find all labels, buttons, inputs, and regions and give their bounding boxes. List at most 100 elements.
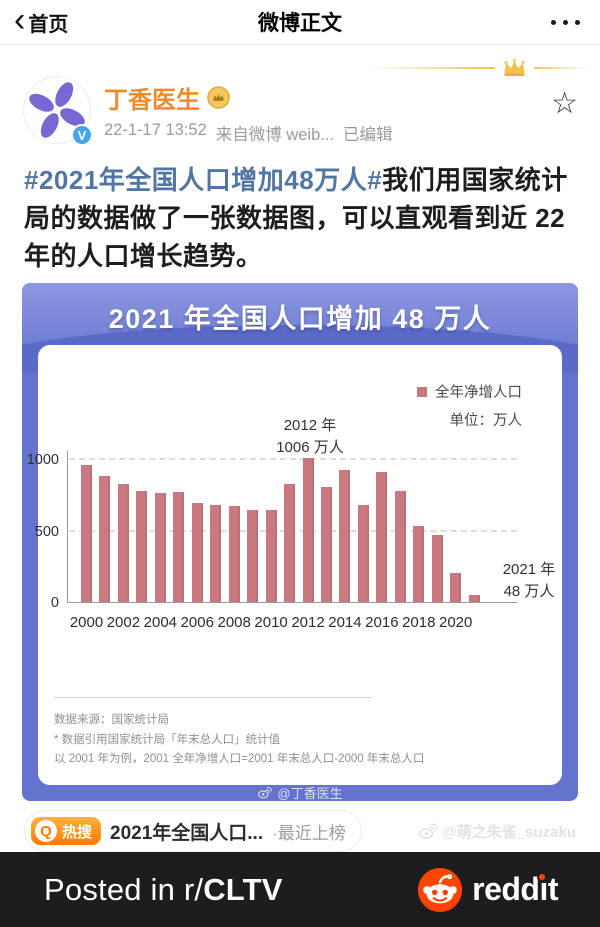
hot-search-row: Q 热搜 2021年全国人口... ·最近上榜 @萌之朱雀_suzaku: [24, 810, 576, 852]
bar-2002: [117, 483, 129, 602]
author-name[interactable]: 丁香医生: [104, 87, 200, 114]
user-watermark-text: @萌之朱雀_suzaku: [442, 823, 576, 841]
legend-swatch: [417, 386, 427, 397]
chart-watermark-text: @丁香医生: [277, 786, 343, 801]
favorite-star-button[interactable]: ☆: [551, 87, 578, 120]
x-tick-2000: 2000: [69, 614, 104, 631]
hot-search-badge: Q 热搜: [31, 817, 102, 845]
post-edited-flag: 已编辑: [343, 126, 393, 144]
bar-2007: [210, 504, 222, 602]
x-tick-2016: 2016: [365, 614, 399, 631]
chart-watermark: @丁香医生: [22, 785, 578, 801]
hot-search-pill[interactable]: Q 热搜 2021年全国人口... ·最近上榜: [24, 810, 362, 852]
chart-card: 全年净增人口 单位：万人 2012 年 1006 万人 2021 年 48 万人…: [27, 345, 562, 785]
bar-2013: [320, 487, 332, 602]
gold-line-left: [368, 66, 495, 69]
gridline-1000: [69, 458, 517, 460]
more-menu-button[interactable]: [545, 12, 586, 33]
post-source: 来自微博 weib...: [215, 126, 335, 144]
page-title: 微博正文: [258, 12, 342, 35]
annotation-2021-year: 2021 年: [502, 561, 556, 578]
chart-image[interactable]: 2021 年全国人口增加 48 万人 全年净增人口 单位：万人 2012 年 1…: [22, 283, 578, 801]
subreddit-name: CLTV: [203, 871, 283, 907]
x-tick-2006: 2006: [180, 614, 214, 631]
bar-2017: [394, 490, 406, 602]
x-tick-2008: 2008: [217, 614, 251, 631]
bar-2005: [173, 492, 185, 602]
more-dot-icon: [551, 19, 556, 25]
posted-prefix: Posted in r/: [44, 871, 204, 907]
reddit-snoo-icon: [418, 867, 463, 912]
bar-2010: [265, 510, 277, 602]
bar-2001: [99, 475, 111, 602]
chart-source: 数据来源：国家统计局: [54, 714, 169, 726]
crown-icon: [504, 58, 525, 77]
x-tick-2012: 2012: [291, 614, 325, 631]
hot-search-text: 2021年全国人口...: [110, 822, 264, 844]
bar-2019: [431, 535, 443, 602]
chart-legend: 全年净增人口 单位：万人: [417, 381, 522, 430]
bar-2021: [468, 595, 480, 602]
reddit-wordmark: reddit: [472, 871, 558, 907]
bar-2009: [247, 509, 259, 602]
user-info: 丁香医生 22-1-17 13:52 来自微博 weib... 已编辑: [104, 75, 576, 145]
x-axis-line: [67, 602, 517, 603]
bar-2018: [413, 526, 425, 602]
y-tick-1000: 1000: [26, 452, 59, 468]
gold-member-badge-icon: [207, 86, 230, 109]
back-chevron-icon: ‹: [14, 0, 26, 39]
post-meta: 22-1-17 13:52 来自微博 weib... 已编辑: [104, 121, 576, 145]
reddit-logo: reddit: [417, 867, 558, 913]
post-body: 我们用国家统计局的数据做了一张数据图，可以直观看到近 22 年的人口增长趋势。: [24, 165, 568, 271]
y-tick-500: 500: [34, 523, 59, 540]
annotation-2012-value: 1006 万人: [276, 439, 344, 456]
user-watermark: @萌之朱雀_suzaku: [418, 821, 576, 842]
unit-label: 单位：万人: [449, 413, 523, 429]
legend-label: 全年净增人口: [435, 385, 522, 401]
posted-in-label: Posted in r/CLTV: [44, 872, 283, 908]
bar-2020: [450, 572, 462, 602]
nav-bar: ‹ 首页 微博正文: [0, 0, 600, 45]
chart-title: 2021 年全国人口增加 48 万人: [108, 304, 492, 334]
x-tick-2010: 2010: [254, 614, 288, 631]
annotation-2012: 2012 年 1006 万人: [248, 415, 372, 459]
bar-2003: [136, 491, 148, 602]
avatar[interactable]: V: [24, 77, 93, 146]
annotation-2012-year: 2012 年: [283, 417, 337, 434]
more-dot-icon: [563, 19, 568, 25]
x-tick-2018: 2018: [402, 614, 436, 631]
hot-search-status: ·最近上榜: [272, 823, 346, 843]
x-tick-2014: 2014: [328, 614, 362, 631]
annotation-2021-value: 48 万人: [503, 583, 555, 600]
weibo-icon: [258, 786, 273, 799]
bar-2011: [284, 484, 296, 602]
vip-crown-decoration: [368, 57, 586, 78]
footnote-divider: [54, 697, 372, 698]
back-label: 首页: [28, 13, 69, 36]
bar-2014: [339, 470, 351, 602]
hashtag-link[interactable]: #2021年全国人口增加48万人#: [24, 165, 383, 195]
bar-2015: [357, 504, 369, 602]
bar-2004: [154, 493, 166, 602]
x-tick-2004: 2004: [143, 614, 178, 631]
chart-footnotes: 数据来源：国家统计局 * 数据引用国家统计局「年末总人口」统计值 以 2001 …: [54, 711, 424, 770]
chart-note-1: * 数据引用国家统计局「年末总人口」统计值: [54, 733, 281, 746]
bar-2000: [81, 465, 92, 602]
hot-search-icon: Q: [35, 820, 57, 842]
post-timestamp: 22-1-17 13:52: [104, 121, 207, 139]
verified-badge-icon: V: [71, 124, 93, 146]
plot-area: 0 500 1000 2000 2002 2004 2006 2008 2010 2012 2014…: [27, 443, 517, 631]
bar-2016: [376, 472, 388, 602]
chart-note-2: 以 2001 年为例，2001 全年净增人口=2001 年末总人口-2000 年…: [54, 753, 425, 765]
reddit-footer-bar: Posted in r/CLTV reddit: [0, 852, 600, 927]
post-text: #2021年全国人口增加48万人#我们用国家统计局的数据做了一张数据图，可以直观…: [0, 151, 600, 275]
bar-2006: [191, 503, 203, 602]
bar-2008: [228, 505, 240, 602]
y-axis-line: [67, 451, 68, 603]
back-button[interactable]: ‹ 首页: [14, 3, 69, 37]
more-dot-icon: [575, 19, 580, 25]
x-tick-2002: 2002: [106, 614, 141, 631]
weibo-icon: [419, 823, 439, 839]
y-tick-0: 0: [50, 595, 59, 611]
gold-line-right: [534, 66, 586, 69]
